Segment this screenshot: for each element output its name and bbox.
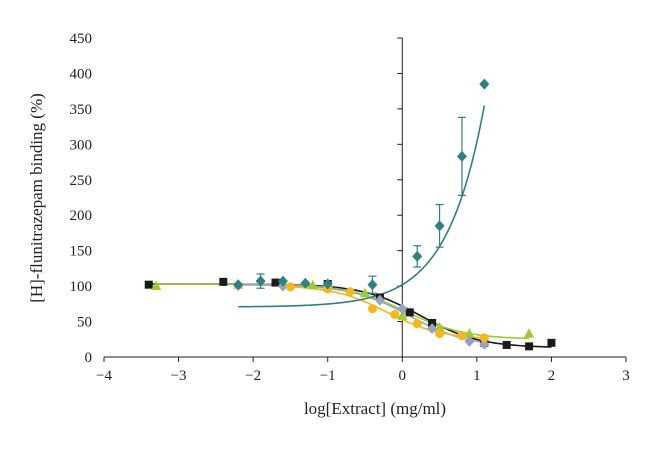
circle-marker (457, 331, 467, 341)
triangle-marker (151, 280, 162, 291)
square-marker (525, 342, 534, 351)
diamond-marker (427, 323, 438, 335)
diamond-marker (397, 303, 408, 315)
fit-curve (238, 105, 486, 308)
diamond-marker (374, 294, 385, 306)
square-marker (219, 277, 228, 286)
y-tick-label: 200 (70, 208, 93, 224)
triangle-marker (360, 287, 370, 298)
y-tick-label: 350 (70, 102, 93, 118)
y-tick-label: 100 (70, 279, 93, 295)
square-marker (547, 338, 556, 347)
y-axis-title: [H]-flunitrazepam binding (%) (27, 93, 46, 303)
y-tick-label: 50 (77, 315, 92, 331)
circle-marker (367, 304, 377, 314)
diamond-marker (322, 278, 333, 290)
y-tick-label: 400 (70, 66, 93, 82)
square-marker (271, 278, 280, 287)
diamond-marker (367, 279, 378, 291)
diamond-marker (456, 150, 467, 162)
diamond-marker (412, 250, 423, 262)
circle-marker (412, 319, 422, 329)
x-tick-label: −4 (96, 368, 112, 384)
error-bars (256, 116, 466, 294)
y-tick-label: 450 (70, 31, 93, 47)
circle-marker (345, 287, 355, 297)
fit-curves (148, 105, 552, 348)
fit-curve (156, 283, 530, 340)
data-points (144, 78, 556, 351)
x-tick-label: 3 (622, 368, 630, 384)
diamond-marker (233, 279, 244, 291)
x-tick-label: 1 (473, 368, 481, 384)
diamond-marker (464, 335, 475, 347)
x-tick-label: 2 (548, 368, 556, 384)
axes (103, 37, 627, 362)
circle-marker (435, 329, 445, 339)
diamond-marker (277, 275, 288, 287)
circle-marker (390, 309, 400, 319)
diamond-marker (479, 78, 490, 90)
x-axis-title: log[Extract] (mg/ml) (304, 399, 446, 418)
square-marker (502, 340, 511, 349)
y-tick-label: 0 (85, 350, 93, 366)
triangle-marker (524, 328, 535, 338)
diamond-marker (300, 277, 311, 289)
y-tick-label: 300 (70, 137, 93, 153)
square-marker (144, 280, 153, 289)
triangle-marker (397, 310, 408, 320)
y-tick-label: 150 (70, 244, 93, 260)
fit-curve (290, 286, 485, 339)
x-tick-label: −3 (171, 368, 187, 384)
diamond-marker (434, 220, 445, 232)
diamond-marker (255, 275, 266, 287)
circle-marker (479, 333, 489, 343)
triangle-marker (464, 328, 475, 338)
x-tick-label: 0 (399, 368, 407, 384)
x-tick-label: −1 (320, 368, 336, 384)
square-marker (428, 318, 437, 327)
square-marker (405, 308, 414, 317)
x-tick-label: −2 (245, 368, 261, 384)
y-tick-label: 250 (70, 173, 93, 189)
triangle-marker (434, 321, 445, 332)
circle-marker (285, 282, 295, 292)
tick-labels: −4 −3 −2 −1 0 1 2 3 0 50 100 150 200 250 300 350 400 450 (70, 31, 630, 384)
triangle-marker (307, 279, 318, 290)
